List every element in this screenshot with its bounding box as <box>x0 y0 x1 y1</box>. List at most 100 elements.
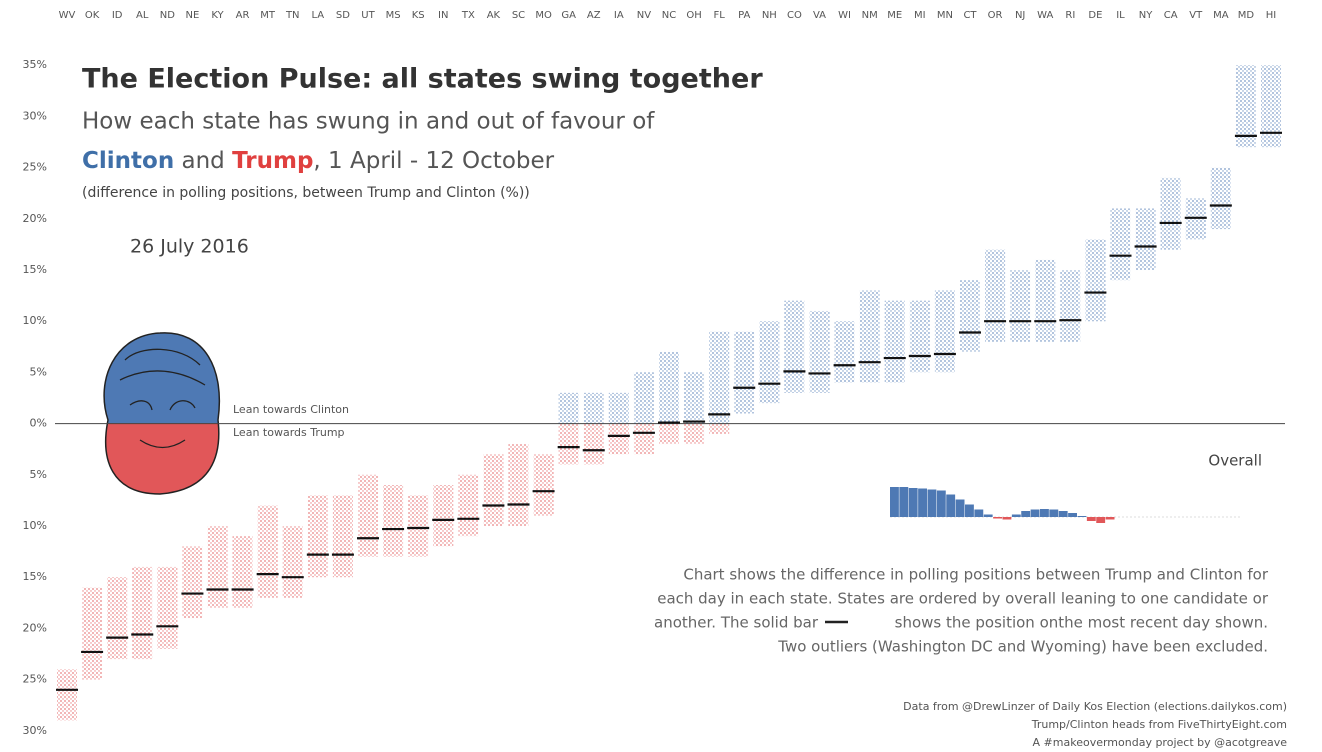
x-tick-label: IA <box>614 10 624 21</box>
subtitle: How each state has swung in and out of f… <box>82 109 655 135</box>
range-band <box>1210 167 1231 230</box>
x-tick-label: IN <box>438 10 448 21</box>
range-band <box>458 474 479 537</box>
range-band <box>608 423 629 455</box>
x-tick-label: OK <box>85 10 100 21</box>
x-tick-label: VA <box>813 10 826 21</box>
x-tick-label: AK <box>487 10 501 21</box>
overall-bar <box>1011 514 1021 517</box>
range-band <box>1060 270 1081 342</box>
overall-bar <box>1105 517 1115 520</box>
overall-bar <box>1030 509 1040 517</box>
overall-bar <box>890 487 899 517</box>
overall-bar <box>1068 513 1077 517</box>
overall-bar <box>1086 517 1096 521</box>
range-band <box>759 321 780 404</box>
x-tick-label: NV <box>637 10 651 21</box>
credit: Trump/Clinton heads from FiveThirtyEight… <box>1031 718 1287 731</box>
range-band <box>659 423 679 445</box>
x-tick-label: DE <box>1088 10 1102 21</box>
x-tick-label: CT <box>963 10 977 21</box>
range-band <box>558 392 579 424</box>
range-band <box>659 351 679 424</box>
date-label: 26 July 2016 <box>130 236 249 258</box>
range-band <box>157 566 178 649</box>
range-band <box>909 300 930 373</box>
x-tick-label: NY <box>1139 10 1153 21</box>
range-band <box>207 525 228 608</box>
overall-bar <box>983 514 993 517</box>
range-band <box>307 495 328 578</box>
x-tick-label: AL <box>136 10 149 21</box>
x-tick-label: SD <box>336 10 350 21</box>
overall-bar <box>965 504 974 517</box>
chart-title: The Election Pulse: all states swing tog… <box>82 64 763 95</box>
x-tick-label: HI <box>1266 10 1276 21</box>
note: (difference in polling positions, betwee… <box>82 185 530 201</box>
range-band <box>1261 65 1281 148</box>
overall-bar <box>974 509 984 517</box>
y-tick-label: 25% <box>23 673 47 686</box>
range-band <box>1160 177 1181 250</box>
subtitle-part: , 1 April - 12 October <box>313 148 554 174</box>
subtitle-part: Clinton <box>82 148 174 174</box>
head-illustration <box>103 332 221 495</box>
range-band <box>633 372 654 424</box>
x-tick-label: NC <box>662 10 676 21</box>
x-tick-label: CO <box>787 10 802 21</box>
overall-bar <box>1040 509 1049 517</box>
credit: Data from @DrewLinzer of Daily Kos Elect… <box>903 700 1287 713</box>
x-tick-label: VT <box>1189 10 1203 21</box>
x-tick-label: NM <box>862 10 878 21</box>
range-band <box>257 505 278 598</box>
x-tick-label: ND <box>160 10 175 21</box>
x-tick-label: UT <box>361 10 375 21</box>
y-tick-label: 10% <box>23 519 47 532</box>
range-band <box>1235 65 1256 148</box>
x-tick-label: CA <box>1164 10 1178 21</box>
range-band <box>1135 208 1156 271</box>
range-band <box>232 536 253 608</box>
subtitle-part: Trump <box>232 148 313 174</box>
range-band <box>709 331 730 424</box>
range-band <box>332 495 353 578</box>
x-tick-label: GA <box>561 10 576 21</box>
y-tick-label: 30% <box>23 724 47 737</box>
x-tick-label: KS <box>412 10 425 21</box>
x-tick-label: AR <box>236 10 250 21</box>
overall-bar <box>955 499 965 517</box>
range-band <box>1035 259 1056 342</box>
range-band <box>82 587 103 680</box>
y-tick-label: 15% <box>23 570 47 583</box>
x-tick-label: AZ <box>587 10 601 21</box>
y-tick-label: 0% <box>30 417 47 430</box>
range-band <box>433 485 454 547</box>
range-band <box>558 423 579 465</box>
x-tick-label: IL <box>1116 10 1125 21</box>
range-band <box>1010 270 1031 342</box>
subtitle-line: Clinton and Trump, 1 April - 12 October <box>82 148 555 174</box>
x-tick-label: MT <box>260 10 276 21</box>
x-tick-label: MD <box>1238 10 1255 21</box>
range-band <box>608 392 629 424</box>
range-band <box>483 454 504 526</box>
range-band <box>934 290 955 373</box>
range-band <box>583 423 604 465</box>
range-band <box>282 525 303 598</box>
overall-bar <box>946 494 956 517</box>
lean-label: Lean towards Trump <box>233 426 345 439</box>
overall-bar <box>936 490 946 517</box>
overall-bar <box>1002 517 1012 520</box>
range-band <box>383 485 404 557</box>
range-band <box>533 454 554 516</box>
y-tick-label: 20% <box>23 621 47 634</box>
range-band <box>884 300 905 383</box>
range-band <box>809 310 830 393</box>
description: another. The solid bar <box>654 614 819 632</box>
x-tick-label: ME <box>887 10 902 21</box>
range-band <box>960 280 980 352</box>
range-band <box>182 546 203 619</box>
subtitle-part: and <box>174 148 232 174</box>
description: each day in each state. States are order… <box>657 590 1269 608</box>
